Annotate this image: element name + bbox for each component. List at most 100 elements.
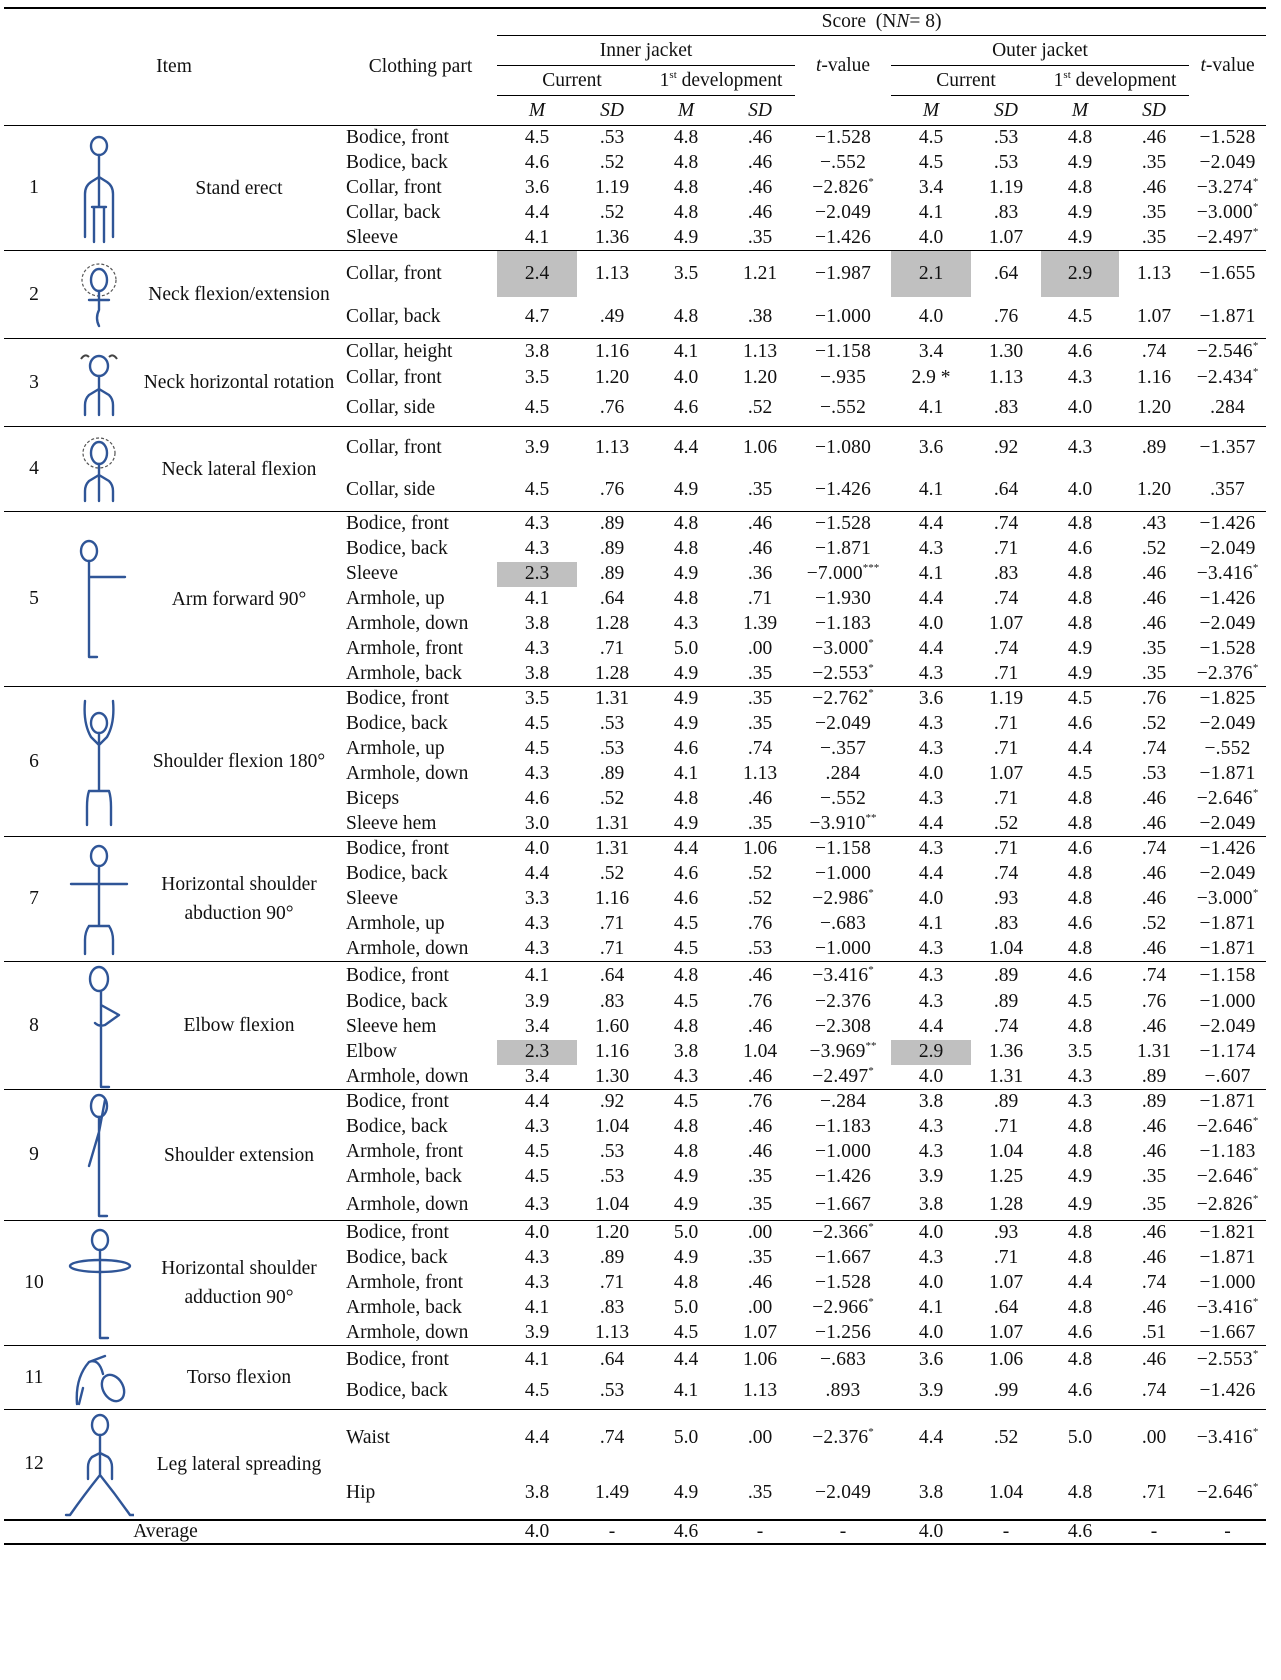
cell-value: 3.5 xyxy=(673,262,699,284)
outer-current-m-cell: 4.0 xyxy=(891,1220,972,1246)
cell-value: 4.3 xyxy=(524,763,550,784)
inner-current-sd-cell: .64 xyxy=(577,961,648,990)
inner-dev-m-cell: 4.4 xyxy=(647,1345,726,1374)
cell-value: 1.07 xyxy=(742,1321,778,1343)
significance-marker: * xyxy=(1252,1426,1259,1439)
outer-tvalue-cell: −3.000* xyxy=(1189,887,1266,912)
table-row: 8 Elbow flexion Bodice, front 4.1.64 4.8.46−… xyxy=(4,961,1267,1090)
cell-value: 4.8 xyxy=(673,513,699,535)
inner-dev-sd-cell: .46 xyxy=(725,151,795,176)
outer-current-m-cell: 4.4 xyxy=(891,1409,972,1467)
inner-current-m-cell: 4.3 xyxy=(497,912,577,937)
table-row: Bodice, back 4.5 .53 4.9 .35 −2.049 4.3 .71 4.6.… xyxy=(4,712,1266,737)
movement-figure xyxy=(64,511,134,687)
outer-dev-m-cell: 4.8 xyxy=(1041,1467,1119,1520)
cell-value: 1.04 xyxy=(988,1141,1024,1162)
elbow-flexion-figure-icon xyxy=(88,965,121,1088)
inner-dev-m-cell: 4.9 xyxy=(647,469,725,512)
cell-value: 4.3 xyxy=(918,738,944,759)
inner-dev-sd-cell: .46 xyxy=(725,787,795,812)
clothing-part-cell: Sleeve xyxy=(346,888,398,909)
inner-current-sd-cell: .71 xyxy=(577,912,647,937)
cell-value: −.552 xyxy=(819,397,867,419)
inner-current-m-cell: 4.1 xyxy=(497,961,578,990)
cell-value: 1.25 xyxy=(988,1166,1024,1187)
outer-current-sd-cell: .64 xyxy=(971,469,1041,512)
inner-dev-m-cell: 4.6 xyxy=(647,887,725,912)
outer-dev-sd-cell: .74 xyxy=(1119,1374,1189,1410)
cell-value: 4.6 xyxy=(1067,1380,1093,1402)
inner-tvalue-cell: −2.966* xyxy=(795,1296,891,1321)
inner-dev-m-cell: 4.1 xyxy=(647,762,725,787)
cell-value: .89 xyxy=(1141,1065,1167,1087)
cell-value: −2.049 xyxy=(814,202,872,223)
cell-value: −1.871 xyxy=(1199,937,1256,959)
outer-current-sd-cell: .64 xyxy=(971,1296,1041,1321)
outer-tvalue-cell: −2.497* xyxy=(1189,226,1266,251)
inner-dev-sd-cell: .36 xyxy=(725,562,795,587)
inner-current-m-cell: 4.3 xyxy=(497,537,577,562)
clothing-part-cell: Armhole, front xyxy=(346,1141,463,1162)
cell-value: 4.9 xyxy=(1067,1166,1093,1187)
table-row: Bodice, back 4.5 .53 4.1 1.13 .893 3.9 .99 4.6 .7… xyxy=(4,1374,1266,1410)
outer-dev-sd-cell: .35 xyxy=(1119,1190,1189,1221)
inner-current-sd-cell: .89 xyxy=(577,562,647,587)
cell-value: 3.3 xyxy=(524,888,550,909)
outer-dev-sd-cell: .35 xyxy=(1119,151,1189,176)
cell-value: .52 xyxy=(993,812,1019,834)
cell-value: .46 xyxy=(1141,563,1167,584)
inner-current-m-cell: 3.8 xyxy=(497,338,578,365)
significance-marker: * xyxy=(868,1221,874,1234)
significance-marker: * xyxy=(1252,887,1259,899)
inner-dev-m-cell: 4.8 xyxy=(647,125,726,151)
outer-current-m-cell: 4.3 xyxy=(891,737,971,762)
cell-value: .71 xyxy=(993,713,1019,734)
cell-value: −3.000 xyxy=(1196,888,1253,909)
outer-current-m-cell: 4.0 xyxy=(891,1271,971,1296)
outer-tvalue-cell: −3.274* xyxy=(1189,176,1266,201)
cell-value: −3.416 xyxy=(1196,1297,1253,1318)
inner-dev-sd-cell: .46 xyxy=(725,1140,795,1165)
outer-tvalue-cell: −3.416* xyxy=(1189,1296,1266,1321)
inner-dev-sd-cell: 1.06 xyxy=(725,1345,796,1374)
inner-current-sd-cell: .76 xyxy=(577,469,647,512)
cell-value: 4.3 xyxy=(524,1247,550,1268)
cell-value: .284 xyxy=(825,763,861,784)
cell-value: 4.3 xyxy=(524,913,550,934)
cell-value: .76 xyxy=(993,306,1019,328)
inner-tvalue-cell: −1.158 xyxy=(795,338,892,365)
cell-value: .71 xyxy=(599,638,625,659)
cell-value: .76 xyxy=(1141,688,1167,710)
cell-value: 3.5 xyxy=(524,688,550,710)
outer-current-m-cell: 4.0 xyxy=(891,887,971,912)
outer-current-m-cell: 4.3 xyxy=(891,836,972,862)
significance-marker: * xyxy=(868,687,874,700)
cell-value: 4.8 xyxy=(1067,863,1093,884)
inner-current-sd-cell: 1.13 xyxy=(577,426,648,469)
cell-value: .83 xyxy=(599,1297,625,1318)
movement-figure xyxy=(64,1345,134,1410)
table-row: Elbow 2.3 1.16 3.8 1.04 −3.969** 2.9 1.36 3.5 1.3… xyxy=(4,1039,1266,1065)
outer-dev-sd-cell: .76 xyxy=(1119,686,1190,712)
cell-value: 1.19 xyxy=(988,177,1024,198)
inner-dev-m-cell: 4.8 xyxy=(647,201,725,226)
table-row: Bodice, back 4.6 .52 4.8 .46 −.552 4.5 .53 4.9 .3… xyxy=(4,151,1266,176)
outer-dev-sd-cell: .53 xyxy=(1119,762,1189,787)
cell-value: .53 xyxy=(599,1166,625,1187)
outer-current-m-cell: 4.4 xyxy=(891,637,971,662)
outer-dev-m-cell: 4.8 xyxy=(1041,937,1119,962)
outer-dev-m-cell: 5.0 xyxy=(1041,1409,1120,1467)
cell-value: 4.3 xyxy=(524,1193,550,1215)
item-name: Arm forward 90° xyxy=(134,511,345,687)
inner-dev-m-cell: 4.5 xyxy=(647,1089,726,1115)
cell-value: 4.4 xyxy=(524,1091,550,1113)
inner-tvalue-cell: −2.826* xyxy=(795,176,891,201)
cell-value: 4.9 xyxy=(1067,662,1093,684)
inner-current-sd-cell: 1.31 xyxy=(577,836,648,862)
cell-value: −2.049 xyxy=(1199,1016,1256,1037)
outer-current-m-cell: 4.4 xyxy=(891,511,972,537)
clothing-part-cell: Sleeve hem xyxy=(346,812,437,834)
cell-value: 4.9 xyxy=(673,1247,699,1268)
outer-current-m-cell: 3.4 xyxy=(891,338,972,365)
inner-tvalue-cell: .284 xyxy=(795,762,891,787)
